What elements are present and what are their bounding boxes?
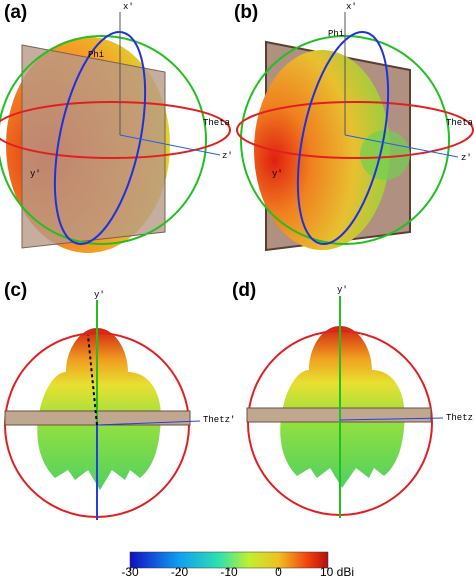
axis-label: y' [94,290,105,300]
panel-label: (a) [4,2,27,23]
axis-label: Phi [88,50,104,60]
panel-b: (b) x' Phi Theta z' y' [234,2,474,252]
colorbar: -30 -20 -10 0 10 dBi [121,551,354,577]
panel-a: (a) x' Phi Theta z' y' [0,2,233,253]
axis [344,134,459,158]
tick-label: 0 [275,565,282,577]
axis-label: Theta [203,118,231,128]
axis-label: x' [123,2,134,12]
tick-label: -10 [220,565,238,577]
plate [21,44,166,249]
circle [53,31,147,245]
axis-label: Theta [446,118,474,128]
axis [339,417,444,421]
panel-c: (c) y' Thetz' [4,280,235,520]
circle [236,101,474,159]
axis [96,420,201,426]
panel-d: (d) y' Thetz' [232,280,474,518]
axis-label: x' [346,2,357,12]
circle [0,35,207,245]
axis-label: y' [272,169,283,179]
tick-label: -20 [171,565,189,577]
circle [0,101,231,159]
tick-label: 10 dBi [320,565,354,577]
tick-label: -30 [121,565,139,577]
pattern [254,50,390,250]
panel-label: (d) [232,280,256,301]
circle [296,31,390,245]
pattern [280,326,405,488]
axis-label: z' [222,151,233,161]
axis [119,134,221,156]
axis-label: Thetz' [446,413,474,423]
panel-label: (b) [234,2,258,23]
pattern-lobe [360,130,410,180]
axis-label: z' [461,153,472,163]
axis-label: y' [30,169,41,179]
pattern [37,328,161,490]
axis-label: Phi [328,29,344,39]
axis-label: Thetz' [203,415,235,425]
axis-label: y' [337,285,348,295]
panel-label: (c) [4,280,27,301]
